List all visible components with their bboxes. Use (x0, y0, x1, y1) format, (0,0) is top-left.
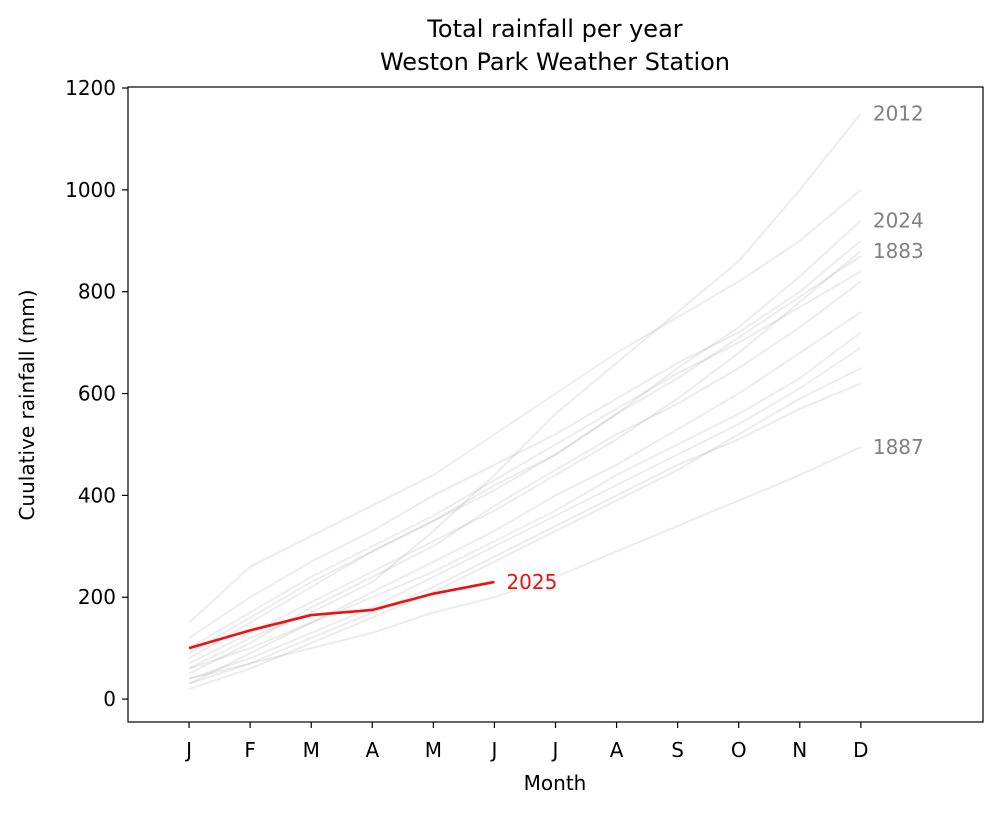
series-label: 1887 (873, 435, 924, 459)
x-tick-label: M (425, 738, 442, 762)
year-line (188, 446, 862, 680)
series-label: 2024 (873, 208, 924, 232)
plot-frame (127, 86, 984, 723)
year-line (188, 367, 862, 690)
year-line (188, 189, 862, 624)
year-line (188, 270, 862, 650)
x-tick-label: F (244, 738, 256, 762)
year-line (188, 280, 862, 675)
y-tick-label: 800 (78, 280, 116, 304)
chart-subtitle: Weston Park Weather Station (380, 48, 730, 76)
y-tick-label: 1000 (65, 178, 116, 202)
chart-title: Total rainfall per year (426, 15, 682, 43)
series-label: 2025 (506, 570, 557, 594)
x-tick-label: A (365, 738, 379, 762)
x-tick-label: D (853, 738, 868, 762)
y-tick-label: 600 (78, 382, 116, 406)
year-line (188, 240, 862, 639)
x-tick-label: A (610, 738, 624, 762)
x-tick-label: J (184, 738, 192, 762)
y-tick-label: 200 (78, 585, 116, 609)
year-line (188, 311, 862, 685)
x-axis-label: Month (524, 771, 587, 795)
x-tick-label: J (489, 738, 497, 762)
year-line (188, 346, 862, 680)
highlight-line (188, 580, 495, 650)
year-line (188, 219, 862, 655)
year-line (188, 250, 862, 665)
series-label: 2012 (873, 101, 924, 125)
series-label: 1883 (873, 239, 924, 263)
year-line (188, 255, 862, 660)
x-tick-label: N (792, 738, 807, 762)
x-tick-label: M (303, 738, 320, 762)
y-tick-label: 1200 (65, 76, 116, 100)
y-axis-label: Cuulative rainfall (mm) (15, 289, 39, 520)
y-tick-label: 400 (78, 483, 116, 507)
x-tick-label: J (551, 738, 559, 762)
x-tick-label: O (731, 738, 747, 762)
x-tick-label: S (671, 738, 684, 762)
year-line (188, 382, 862, 685)
y-tick-label: 0 (103, 687, 116, 711)
year-line (188, 331, 862, 670)
